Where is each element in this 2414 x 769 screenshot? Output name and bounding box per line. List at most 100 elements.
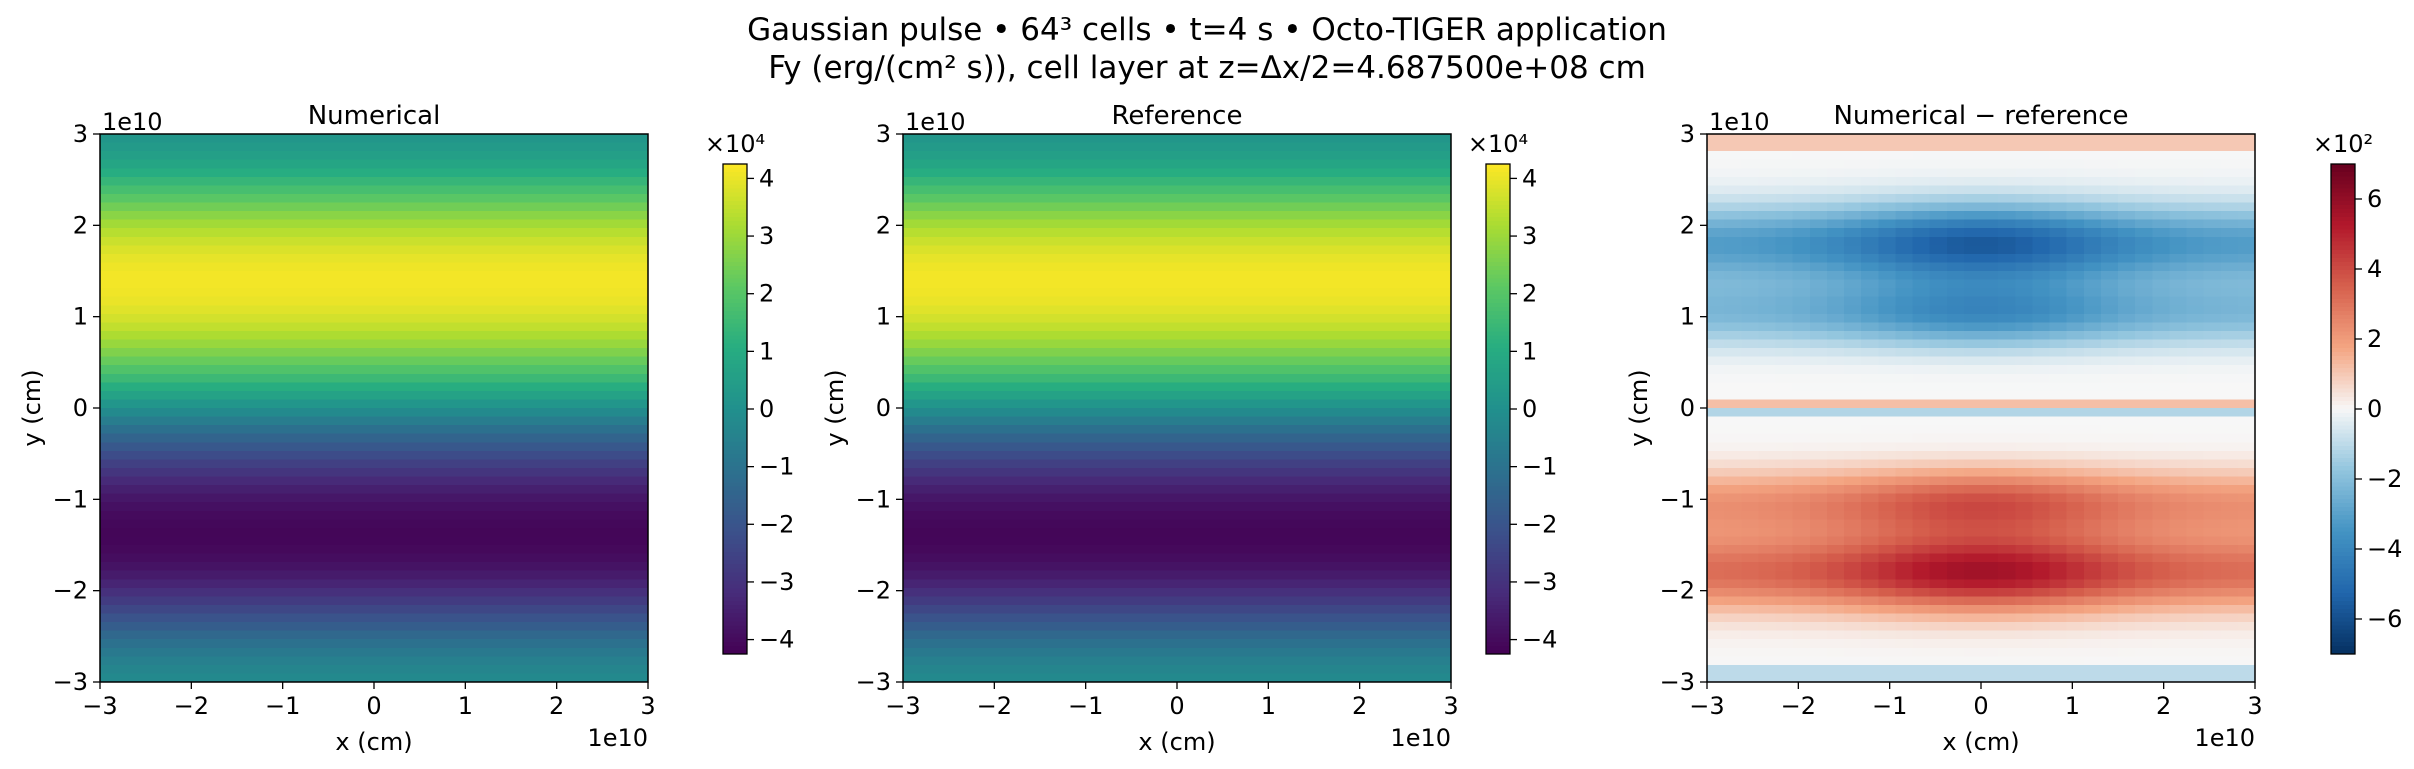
heatmap-cell xyxy=(237,450,307,460)
heatmap-cell xyxy=(100,313,170,323)
heatmap-cell xyxy=(1741,673,1759,683)
heatmap-cell xyxy=(374,545,444,555)
heatmap-cell xyxy=(2032,570,2051,580)
heatmap-cell xyxy=(1895,596,1914,606)
heatmap-cell xyxy=(1382,330,1452,341)
heatmap-cell xyxy=(1929,425,1948,435)
heatmap-cell xyxy=(2220,425,2239,435)
heatmap-cell xyxy=(2100,647,2119,657)
heatmap-cell xyxy=(1382,536,1452,546)
heatmap-cell xyxy=(1177,664,1247,675)
x-tick-label: −3 xyxy=(82,692,117,720)
heatmap-cell xyxy=(2220,587,2239,597)
heatmap-cell xyxy=(2015,373,2033,383)
heatmap-cell xyxy=(305,527,375,538)
heatmap-cell xyxy=(1946,296,1965,306)
colorbar-step xyxy=(723,311,747,316)
heatmap-cell xyxy=(1929,296,1948,306)
heatmap-cell xyxy=(2066,664,2085,675)
heatmap-cell xyxy=(1998,579,2016,589)
heatmap-cell xyxy=(511,510,581,520)
heatmap-cell xyxy=(903,339,973,349)
heatmap-cell xyxy=(1177,356,1247,366)
heatmap-cell xyxy=(442,279,512,289)
heatmap-cell xyxy=(1963,382,1982,392)
heatmap-cell xyxy=(374,587,444,597)
heatmap-cell xyxy=(1998,476,2016,486)
heatmap-cell xyxy=(100,159,170,169)
heatmap-cell xyxy=(2032,279,2051,289)
heatmap-cell xyxy=(1741,519,1759,529)
heatmap-cell xyxy=(511,442,581,452)
heatmap-cell xyxy=(100,305,170,315)
heatmap-cell xyxy=(2220,142,2239,152)
heatmap-cell xyxy=(579,502,649,512)
heatmap-cell xyxy=(2083,219,2102,229)
heatmap-cell xyxy=(1946,211,1965,221)
heatmap-cell xyxy=(1707,142,1725,152)
heatmap-cell xyxy=(2220,408,2239,418)
heatmap-cell xyxy=(1382,587,1452,597)
heatmap-cell xyxy=(1912,527,1931,538)
heatmap-cell xyxy=(1981,151,1999,161)
heatmap-cell xyxy=(511,656,581,666)
heatmap-cell xyxy=(237,467,307,478)
heatmap-cell xyxy=(1792,442,1811,452)
heatmap-cell xyxy=(2066,339,2085,349)
heatmap-cell xyxy=(2237,228,2256,238)
heatmap-cell xyxy=(305,613,375,623)
heatmap-cell xyxy=(2152,151,2170,161)
heatmap-cell xyxy=(2186,622,2205,632)
heatmap-cell xyxy=(579,493,649,503)
heatmap-cell xyxy=(1177,562,1247,572)
heatmap-cell xyxy=(1177,408,1247,418)
heatmap-cell xyxy=(1963,493,1982,503)
heatmap-cell xyxy=(2049,219,2068,229)
heatmap-cell xyxy=(1741,656,1759,666)
heatmap-cell xyxy=(2032,253,2051,264)
heatmap-cell xyxy=(2220,596,2239,606)
heatmap-cell xyxy=(1245,493,1315,503)
heatmap-cell xyxy=(1963,279,1982,289)
colorbar-step xyxy=(723,511,747,516)
heatmap-cell xyxy=(1314,442,1384,452)
heatmap-cell xyxy=(1895,519,1914,529)
heatmap-cell xyxy=(1758,228,1777,238)
heatmap-cell xyxy=(511,647,581,657)
heatmap-cell xyxy=(2032,202,2051,212)
heatmap-cell xyxy=(305,373,375,383)
heatmap-cell xyxy=(1382,262,1452,272)
colorbar-step xyxy=(2331,596,2355,602)
heatmap-cell xyxy=(2118,279,2136,289)
heatmap-cell xyxy=(2237,425,2256,435)
heatmap-cell xyxy=(1775,656,1794,666)
heatmap-cell xyxy=(2203,579,2222,589)
x-tick-label: 3 xyxy=(640,692,655,720)
heatmap-cell xyxy=(971,168,1041,178)
colorbar-step xyxy=(2331,400,2355,406)
heatmap-cell xyxy=(2135,519,2153,529)
heatmap-cell xyxy=(1998,647,2016,657)
heatmap-cell xyxy=(1929,502,1948,512)
heatmap-cell xyxy=(237,562,307,572)
heatmap-cell xyxy=(2049,664,2068,675)
heatmap-cell xyxy=(168,253,238,264)
heatmap-cell xyxy=(2169,459,2188,469)
colorbar-step xyxy=(723,245,747,251)
heatmap-cell xyxy=(1998,587,2016,597)
heatmap-cell xyxy=(2186,630,2205,640)
heatmap-cell xyxy=(2186,433,2205,443)
heatmap-cell xyxy=(579,536,649,546)
heatmap-cell xyxy=(1861,450,1879,460)
heatmap-cell xyxy=(1741,570,1759,580)
colorbar-step xyxy=(723,466,747,471)
heatmap-cell xyxy=(2135,604,2153,615)
colorbar-step xyxy=(723,331,747,337)
heatmap-cell xyxy=(168,228,238,238)
heatmap-cell xyxy=(2015,656,2033,666)
heatmap-cell xyxy=(579,604,649,615)
heatmap-cell xyxy=(1314,467,1384,478)
colorbar-step xyxy=(2331,168,2355,173)
heatmap-cell xyxy=(1861,476,1879,486)
